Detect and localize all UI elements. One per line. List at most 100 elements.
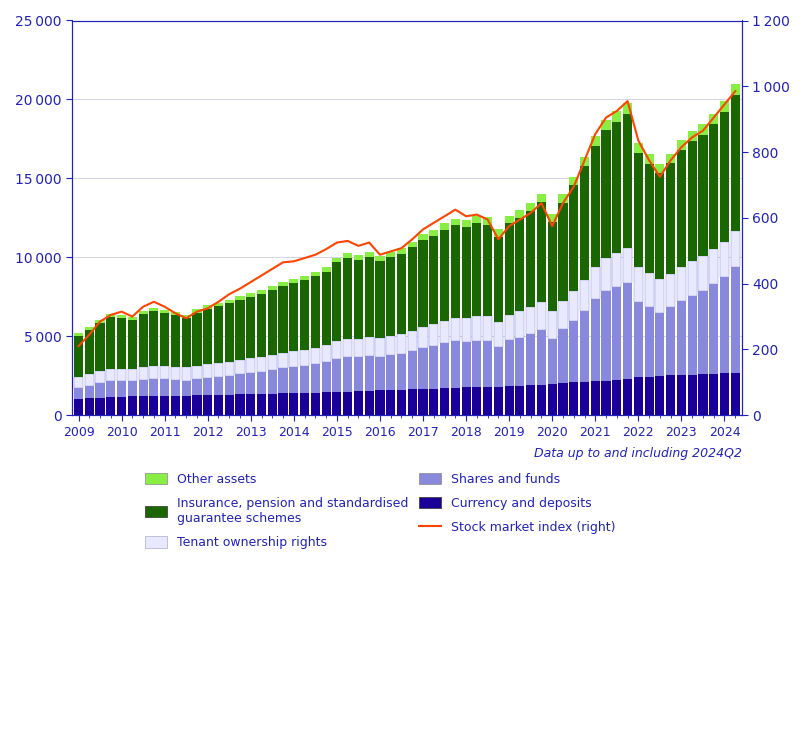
Bar [493, 347, 503, 386]
Bar [225, 362, 233, 376]
Bar [547, 384, 557, 416]
Bar [451, 225, 460, 318]
Bar [634, 301, 643, 377]
Bar [709, 114, 718, 124]
Bar [699, 290, 708, 375]
Bar [655, 163, 664, 173]
Bar [268, 370, 277, 394]
Bar [246, 394, 255, 416]
Bar [117, 369, 126, 381]
Bar [645, 273, 654, 307]
Bar [235, 394, 245, 416]
Bar [493, 386, 503, 416]
Bar [440, 344, 449, 388]
Bar [192, 395, 201, 416]
Bar [473, 387, 481, 416]
Bar [666, 163, 675, 273]
Bar [515, 210, 525, 218]
Bar [74, 334, 83, 336]
Bar [289, 367, 299, 393]
Bar [74, 388, 83, 399]
Bar [246, 297, 255, 358]
Bar [483, 387, 492, 416]
Bar [138, 397, 147, 416]
Bar [182, 380, 191, 396]
Bar [601, 290, 611, 380]
Bar [493, 237, 503, 322]
Bar [138, 380, 147, 397]
Bar [128, 369, 137, 381]
Bar [440, 321, 449, 344]
Bar [666, 273, 675, 307]
Bar [461, 388, 471, 416]
Bar [537, 194, 546, 202]
Bar [483, 316, 492, 341]
Bar [505, 216, 514, 223]
Bar [623, 114, 632, 248]
Bar [505, 340, 514, 386]
Bar [289, 284, 299, 351]
Bar [419, 327, 427, 348]
Bar [731, 84, 740, 95]
Bar [96, 323, 105, 371]
Bar [591, 381, 600, 416]
Bar [515, 218, 525, 312]
Bar [505, 223, 514, 314]
Bar [547, 339, 557, 384]
Bar [451, 218, 460, 225]
Bar [699, 256, 708, 290]
Bar [559, 203, 568, 301]
Bar [160, 313, 169, 366]
Bar [613, 253, 621, 287]
Bar [96, 371, 105, 383]
Bar [569, 177, 578, 185]
Bar [321, 345, 331, 362]
Bar [440, 223, 449, 229]
Bar [666, 307, 675, 375]
Bar [407, 389, 417, 416]
Bar [268, 290, 277, 355]
Bar [709, 124, 718, 248]
Bar [666, 154, 675, 163]
Bar [257, 394, 266, 416]
Bar [171, 380, 180, 396]
Bar [559, 194, 568, 203]
Bar [526, 334, 535, 386]
Bar [74, 336, 83, 377]
Bar [526, 210, 535, 307]
Bar [106, 314, 115, 317]
Bar [138, 312, 147, 314]
Bar [613, 287, 621, 380]
Bar [709, 374, 718, 416]
Bar [623, 283, 632, 379]
Bar [505, 314, 514, 340]
Bar [149, 379, 159, 396]
Bar [192, 366, 201, 379]
Bar [311, 347, 320, 364]
Bar [451, 388, 460, 416]
Bar [645, 377, 654, 416]
Bar [106, 369, 115, 380]
Bar [106, 317, 115, 369]
Bar [407, 331, 417, 352]
Bar [311, 276, 320, 347]
Bar [375, 256, 385, 261]
Bar [419, 389, 427, 416]
Text: Data up to and including 2024Q2: Data up to and including 2024Q2 [534, 447, 741, 460]
Bar [386, 336, 395, 356]
Bar [687, 262, 697, 295]
Bar [580, 166, 589, 280]
Bar [375, 391, 385, 416]
Bar [268, 394, 277, 416]
Bar [591, 136, 600, 146]
Bar [268, 355, 277, 370]
Bar [375, 339, 385, 357]
Bar [547, 222, 557, 311]
Bar [559, 301, 568, 329]
Bar [634, 377, 643, 416]
Bar [332, 262, 341, 342]
Bar [623, 248, 632, 283]
Bar [192, 379, 201, 395]
Bar [473, 224, 481, 317]
Bar [623, 379, 632, 416]
